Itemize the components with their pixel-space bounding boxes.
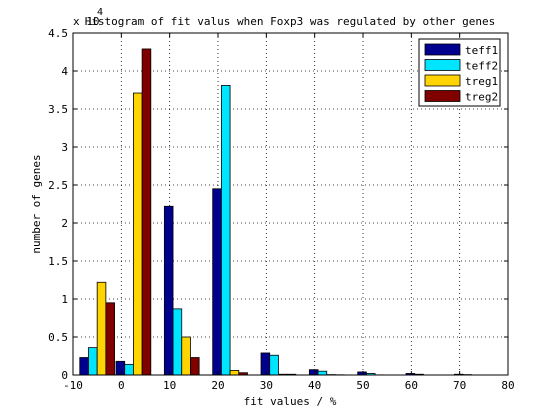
y-tick-label: 2.5 — [48, 179, 68, 192]
x-tick-label: 20 — [211, 379, 224, 392]
x-tick-label: 80 — [501, 379, 514, 392]
legend-swatch-treg1 — [424, 74, 461, 87]
bar-teff1 — [115, 360, 126, 376]
x-tick-label: -10 — [63, 379, 83, 392]
y-exponent-power: 4 — [97, 7, 103, 18]
axes-box — [72, 32, 509, 376]
bar-teff1 — [308, 369, 319, 376]
y-tick-label: 4.5 — [48, 27, 68, 40]
y-tick-label: 2 — [61, 217, 68, 230]
x-tick-label: 70 — [453, 379, 466, 392]
y-tick-label: 1.5 — [48, 255, 68, 268]
bar-treg1 — [229, 370, 240, 376]
legend-swatch-teff2 — [424, 59, 461, 71]
bar-teff2 — [269, 354, 279, 376]
y-tick-label: 3 — [61, 141, 68, 154]
y-tick-label: 0 — [61, 369, 68, 382]
y-exponent-label: x 10 — [73, 15, 100, 28]
legend-label-teff1: teff1 — [465, 44, 498, 57]
y-tick-label: 4 — [61, 65, 68, 78]
bar-teff1 — [79, 357, 89, 376]
legend-label-treg1: treg1 — [465, 75, 498, 88]
y-tick-label: 1 — [61, 293, 68, 306]
y-axis-label: number of genes — [30, 154, 43, 253]
y-tick-label: 0.5 — [48, 331, 68, 344]
bars — [79, 48, 481, 376]
bar-treg1 — [133, 92, 143, 376]
bar-teff2 — [172, 308, 183, 376]
x-axis-label: fit values / % — [244, 395, 337, 408]
x-tick-label: 40 — [308, 379, 321, 392]
y-tick-label: 3.5 — [48, 103, 68, 116]
bar-teff1 — [212, 188, 222, 376]
bar-teff2 — [124, 363, 134, 376]
bar-treg2 — [190, 357, 200, 376]
ticks — [72, 32, 509, 376]
x-tick-label: 0 — [118, 379, 125, 392]
bar-teff1 — [260, 352, 271, 376]
bar-treg1 — [181, 336, 191, 376]
legend-label-treg2: treg2 — [465, 91, 498, 104]
bar-treg2 — [105, 302, 115, 376]
x-tick-label: 30 — [260, 379, 273, 392]
legend-label-teff2: teff2 — [465, 60, 498, 73]
x-tick-label: 10 — [163, 379, 176, 392]
bar-treg1 — [96, 281, 107, 376]
x-tick-label: 60 — [405, 379, 418, 392]
bar-treg2 — [141, 48, 152, 376]
bar-teff2 — [220, 85, 231, 376]
bar-teff1 — [163, 205, 174, 376]
legend: teff1 teff2 treg1 treg2 — [418, 38, 501, 107]
x-tick-label: 50 — [356, 379, 369, 392]
chart-title: Histogram of fit valus when Foxp3 was re… — [85, 15, 496, 28]
legend-swatch-treg2 — [424, 90, 461, 102]
legend-swatch-teff1 — [424, 43, 461, 56]
bar-teff2 — [88, 347, 98, 376]
bar-teff2 — [317, 370, 328, 376]
